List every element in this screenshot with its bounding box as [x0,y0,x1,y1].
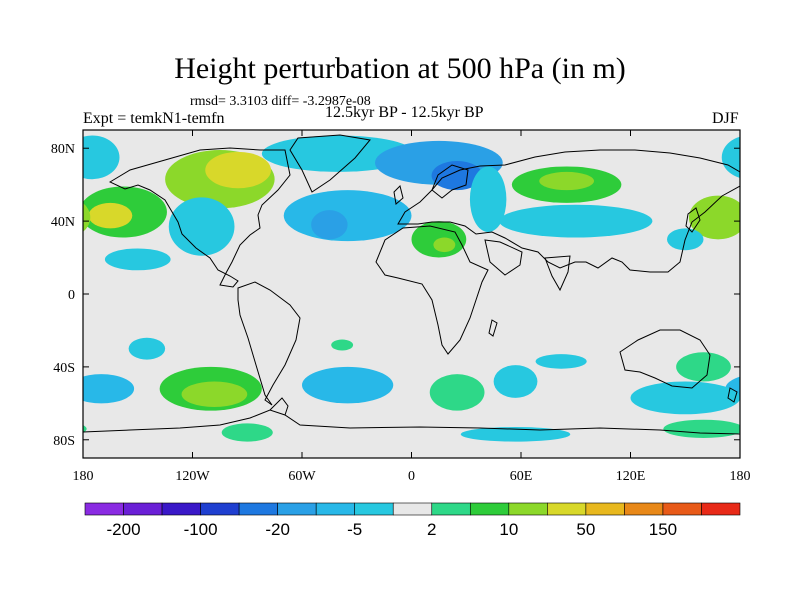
anomaly-region-5 [168,197,235,256]
anomaly-region-25 [331,339,354,351]
colorbar-swatch-4 [238,502,278,516]
anomaly-region-19 [104,248,171,271]
anomaly-region-4-wrap [721,136,740,178]
colorbar-swatch-10 [469,502,510,516]
x-tick-label-0: 180 [73,469,94,484]
colorbar-label-7: 150 [649,520,677,539]
colorbar-swatch-16 [701,502,741,516]
colorbar-swatch-5 [277,502,317,516]
anomaly-region-4 [83,135,120,180]
anomaly-region-27 [535,354,587,369]
colorbar-swatch-0 [84,502,124,516]
colorbar: -200 -100 -20 -5 2 10 50 150 [84,502,741,539]
anomaly-region-7 [283,190,412,242]
x-tick-label-3: 0 [408,469,415,484]
colorbar-label-0: -200 [107,520,141,539]
coast-india [544,255,571,292]
anomaly-region-11 [469,166,507,233]
anomaly-region-8 [311,210,348,240]
colorbar-label-1: -100 [184,520,218,539]
y-tick-label-4: 80S [53,434,75,449]
coast-north-america [108,147,291,288]
anomaly-layer [83,135,740,442]
colorbar-swatch-15 [662,502,702,516]
anomaly-region-1 [205,151,271,189]
x-tick-label-6: 180 [730,469,751,484]
coast-africa [375,225,489,355]
colorbar-swatch-8 [392,502,433,516]
colorbar-label-4: 2 [427,520,436,539]
colorbar-label-5: 10 [499,520,518,539]
y-tick-label-2: 0 [68,288,75,303]
chart-title: Height perturbation at 500 hPa (in m) [174,52,626,85]
anomaly-region-30 [460,427,571,442]
colorbar-label-6: 50 [576,520,595,539]
anomaly-region-15 [539,171,594,191]
x-tick-label-2: 60W [288,469,316,484]
anomaly-region-31 [676,352,731,382]
axes-layer: 180 120W 60W 0 60E 120E 180 80N 40N 0 40S 80S [51,130,751,484]
experiment-label: Expt = temkN1-temfn [83,110,225,127]
anomaly-region-23 [128,337,166,360]
anomaly-region-33 [663,419,740,438]
anomaly-region-33-wrap [83,425,87,433]
anomaly-region-29 [221,423,273,442]
anomaly-region-28 [493,365,538,398]
colorbar-swatch-12 [547,502,587,516]
y-tick-label-3: 40S [53,361,75,376]
anomaly-region-17 [688,195,740,240]
colorbar-swatch-1 [123,502,163,516]
colorbar-swatch-9 [431,502,471,516]
coast-new-zealand [727,387,738,403]
colorbar-label-3: -5 [347,520,362,539]
coast-arabia [484,239,523,276]
coast-eurasia [397,149,740,273]
colorbar-swatch-2 [161,502,201,516]
coast-australia [619,329,711,389]
coast-antarctic-peninsula [269,397,289,416]
coastline-layer [83,134,740,435]
x-tick-label-4: 60E [510,469,533,484]
y-tick-label-1: 40N [51,215,75,230]
anomaly-region-17-wrap [83,203,91,232]
coast-antarctica [83,409,740,435]
x-tick-label-1: 120W [175,469,210,484]
coast-uk [393,185,404,205]
coast-greenland [289,134,371,193]
colorbar-swatch-14 [624,502,664,516]
coast-madagascar [488,319,498,337]
x-tick-label-5: 120E [616,469,646,484]
period-label: 12.5kyr BP - 12.5kyr BP [325,104,484,121]
anomaly-region-24 [302,366,394,404]
colorbar-label-2: -20 [265,520,290,539]
anomaly-region-16 [499,204,653,238]
colorbar-swatch-6 [315,502,356,516]
colorbar-swatch-7 [354,502,394,516]
anomaly-region-13 [433,237,456,253]
y-tick-label-0: 80N [51,142,75,157]
colorbar-swatch-3 [200,502,240,516]
colorbar-swatch-11 [508,502,548,516]
anomaly-region-2-wrap [736,201,740,223]
colorbar-swatch-13 [585,502,625,516]
anomaly-region-3 [88,202,133,229]
anomaly-region-26 [429,374,485,411]
anomaly-region-20 [83,374,135,404]
coast-scandinavia [431,164,469,199]
coast-south-america [237,281,301,406]
season-label: DJF [712,110,739,127]
coast-japan [685,207,701,233]
anomaly-region-22 [181,381,248,407]
stats-label: rmsd= 3.3103 diff= -3.2987e-08 [190,94,371,109]
anomaly-region-32 [630,381,740,415]
